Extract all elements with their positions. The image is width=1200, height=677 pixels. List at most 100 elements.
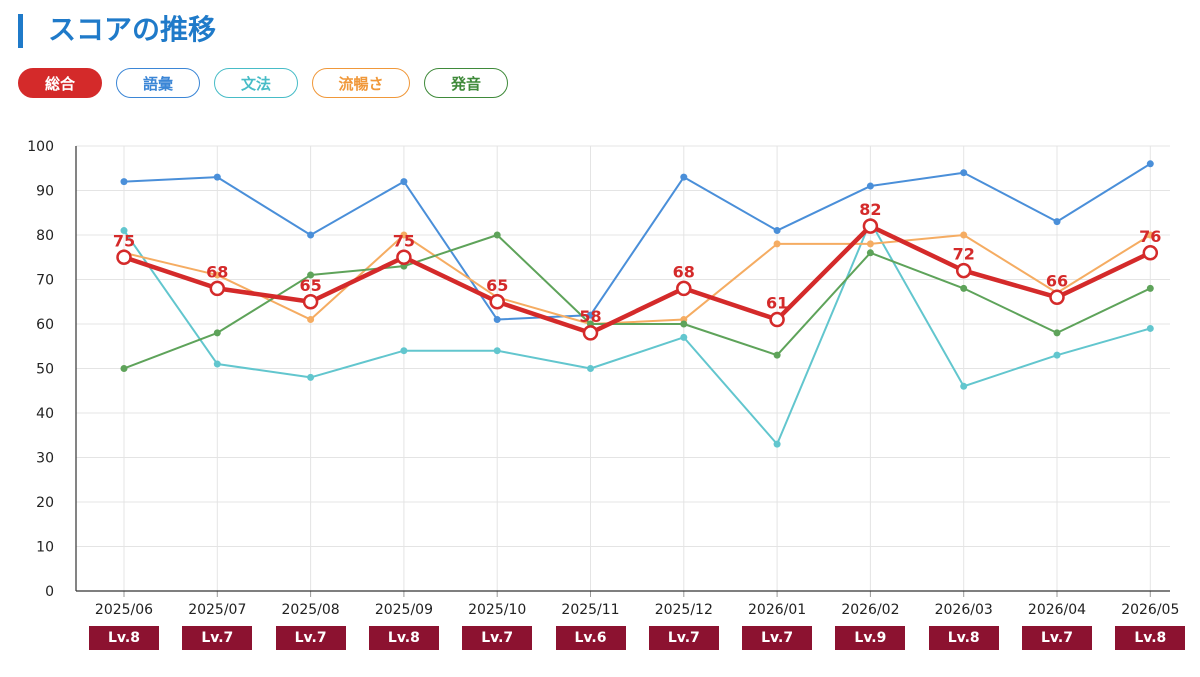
data-point xyxy=(307,231,315,239)
y-tick-label: 40 xyxy=(36,406,54,422)
x-tick-label: 2025/11 xyxy=(561,602,619,618)
data-point xyxy=(960,382,968,390)
page-title: スコアの推移 xyxy=(48,13,217,46)
x-tick-label: 2025/08 xyxy=(282,602,340,618)
level-badge: Lv.7 xyxy=(462,626,533,650)
level-badge: Lv.8 xyxy=(368,626,439,650)
data-point xyxy=(120,365,128,372)
y-tick-label: 80 xyxy=(36,228,54,244)
data-point xyxy=(1146,160,1154,168)
series-line-1 xyxy=(123,220,1152,446)
data-point xyxy=(400,178,408,186)
data-label: 58 xyxy=(579,307,601,326)
level-badge: Lv.7 xyxy=(742,626,813,650)
series-line-4 xyxy=(121,223,1153,336)
data-label: 82 xyxy=(859,200,881,219)
data-point xyxy=(213,173,221,181)
level-badge: Lv.8 xyxy=(1115,626,1186,650)
data-point xyxy=(960,284,968,292)
x-tick-label: 2025/10 xyxy=(468,602,526,618)
y-tick-label: 70 xyxy=(36,273,54,289)
data-point xyxy=(773,227,781,235)
series-filter: 総合 語彙 文法 流暢さ 発音 xyxy=(18,68,508,98)
x-tick-label: 2025/06 xyxy=(95,602,153,618)
data-label: 68 xyxy=(673,262,695,281)
x-tick-label: 2026/04 xyxy=(1028,602,1086,618)
data-point xyxy=(396,249,412,265)
level-badge: Lv.9 xyxy=(835,626,906,650)
data-point xyxy=(1049,289,1065,306)
y-tick-label: 90 xyxy=(36,184,54,200)
level-badge: Lv.7 xyxy=(1022,626,1092,650)
data-point xyxy=(866,249,874,257)
data-point xyxy=(680,333,688,341)
data-point xyxy=(209,280,226,297)
data-point xyxy=(1053,351,1061,359)
data-point xyxy=(493,347,501,355)
y-tick-label: 10 xyxy=(36,540,54,556)
y-tick-label: 100 xyxy=(27,139,54,155)
data-point xyxy=(400,347,408,355)
data-point xyxy=(493,231,501,239)
data-label: 75 xyxy=(113,231,135,250)
x-tick-label: 2026/02 xyxy=(841,602,899,618)
x-tick-label: 2026/01 xyxy=(748,602,806,618)
data-point xyxy=(307,271,315,279)
data-point xyxy=(862,218,879,234)
data-label: 75 xyxy=(393,231,415,250)
data-point xyxy=(582,325,599,341)
level-badge: Lv.7 xyxy=(648,626,719,650)
level-badge: Lv.7 xyxy=(182,626,253,650)
data-point xyxy=(587,365,594,372)
x-tick-label: 2025/09 xyxy=(375,602,433,618)
data-point xyxy=(680,173,688,181)
x-tick-label: 2026/05 xyxy=(1121,602,1179,618)
x-tick-label: 2026/03 xyxy=(935,602,993,618)
data-point xyxy=(1142,245,1159,261)
filter-vocabulary[interactable]: 語彙 xyxy=(116,68,200,98)
series-line-2 xyxy=(123,234,1152,325)
y-tick-label: 0 xyxy=(45,584,54,600)
data-point xyxy=(960,231,968,239)
data-point xyxy=(489,294,505,310)
series-line-0 xyxy=(123,162,1152,321)
x-tick-label: 2025/07 xyxy=(188,602,246,618)
data-point xyxy=(400,231,408,239)
data-point xyxy=(120,227,128,235)
data-label: 61 xyxy=(766,294,788,313)
series-line-3 xyxy=(123,234,1152,370)
filter-overall[interactable]: 総合 xyxy=(18,68,102,98)
data-point xyxy=(866,240,874,248)
data-point xyxy=(1146,324,1154,332)
filter-grammar[interactable]: 文法 xyxy=(214,68,298,98)
data-point xyxy=(493,316,501,324)
y-tick-label: 50 xyxy=(36,362,54,378)
data-point xyxy=(773,351,781,359)
data-point xyxy=(120,178,128,186)
level-badge: Lv.8 xyxy=(928,626,999,650)
data-point xyxy=(676,280,692,297)
y-tick-label: 60 xyxy=(36,317,54,333)
data-point xyxy=(955,262,972,279)
level-badge: Lv.7 xyxy=(275,626,346,650)
filter-fluency[interactable]: 流暢さ xyxy=(312,68,410,98)
data-point xyxy=(116,249,132,265)
data-point xyxy=(866,182,874,190)
y-tick-label: 30 xyxy=(36,451,54,467)
x-tick-label: 2025/12 xyxy=(655,602,713,618)
data-label: 66 xyxy=(1046,271,1068,290)
data-point xyxy=(1146,284,1154,292)
data-point xyxy=(680,320,688,328)
data-label: 65 xyxy=(486,276,508,295)
data-point xyxy=(302,294,319,310)
data-point xyxy=(1053,218,1061,226)
data-label: 76 xyxy=(1139,227,1161,246)
level-badge: Lv.6 xyxy=(555,626,626,650)
data-point xyxy=(1146,231,1154,239)
filter-pronunciation[interactable]: 発音 xyxy=(424,68,508,98)
data-point xyxy=(307,373,315,381)
data-label: 68 xyxy=(206,262,228,281)
y-tick-label: 20 xyxy=(36,495,54,511)
data-point xyxy=(307,316,315,324)
level-badge: Lv.8 xyxy=(89,626,159,650)
